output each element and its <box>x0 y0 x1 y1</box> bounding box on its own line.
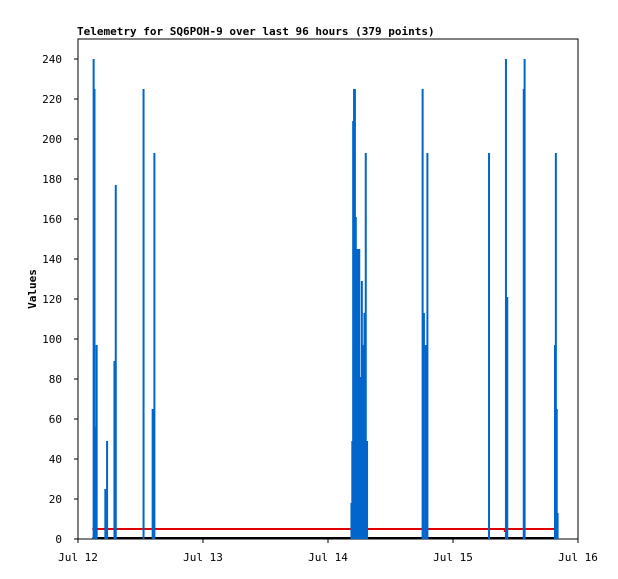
x-tick-label: Jul 15 <box>433 551 473 564</box>
y-tick-label: 220 <box>42 93 62 106</box>
y-tick-label: 200 <box>42 133 62 146</box>
x-tick-label: Jul 14 <box>308 551 348 564</box>
x-tick-label: Jul 16 <box>558 551 598 564</box>
y-tick-label: 140 <box>42 253 62 266</box>
y-tick-label: 60 <box>49 413 62 426</box>
y-tick-label: 80 <box>49 373 62 386</box>
y-tick-label: 240 <box>42 53 62 66</box>
y-tick-label: 180 <box>42 173 62 186</box>
y-axis-ticks: 0 20 40 60 80 100 120 140 160 180 200 220 240 <box>42 53 78 546</box>
x-tick-label: Jul 12 <box>58 551 98 564</box>
x-axis-ticks: Jul 12 Jul 13 Jul 14 Jul 15 Jul 16 <box>58 539 598 564</box>
chart-title: Telemetry for SQ6POH-9 over last 96 hour… <box>77 25 435 38</box>
y-tick-label: 120 <box>42 293 62 306</box>
y-tick-label: 100 <box>42 333 62 346</box>
y-tick-label: 160 <box>42 213 62 226</box>
x-tick-label: Jul 13 <box>183 551 223 564</box>
y-axis-label: Values <box>26 269 39 309</box>
y-tick-label: 0 <box>55 533 62 546</box>
y-tick-label: 20 <box>49 493 62 506</box>
series-layer <box>92 59 559 539</box>
y-tick-label: 40 <box>49 453 62 466</box>
